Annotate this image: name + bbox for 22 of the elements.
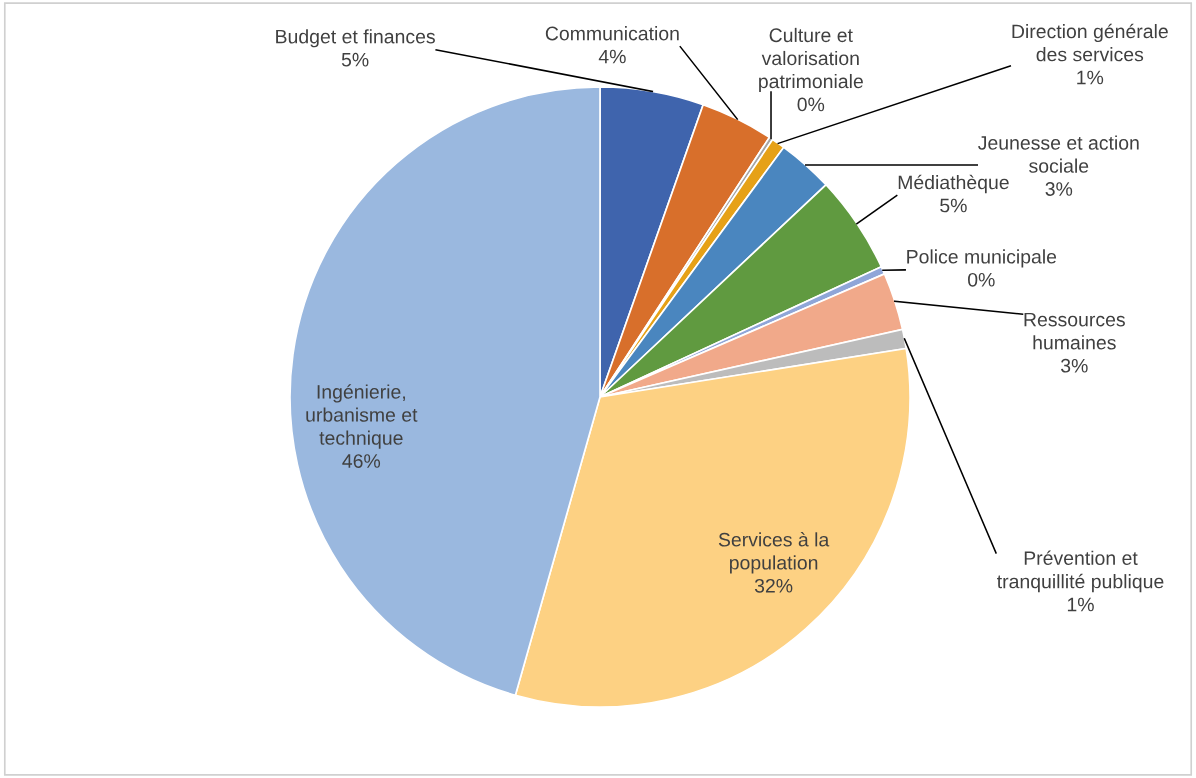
data-label: 32%	[754, 578, 793, 593]
slice-label: Culture et valorisation patrimoniale	[759, 27, 863, 93]
slice-label: Services à la population	[718, 532, 830, 574]
data-label: 46%	[342, 454, 381, 468]
data-label: 0%	[968, 272, 995, 287]
slice-label: Communication	[545, 26, 679, 41]
data-label: 1%	[1077, 70, 1104, 85]
data-label: 3%	[1045, 182, 1073, 196]
data-label: 1%	[1067, 597, 1094, 612]
slice-label: Direction générale des services	[1012, 23, 1168, 62]
slice-label: Prévention et tranquillité publique	[997, 550, 1164, 593]
slice-label: Police municipale	[907, 249, 1057, 268]
slice-label: Médiathèque	[898, 174, 1009, 194]
data-label: 3%	[1060, 358, 1088, 373]
slice-label: Jeunesse et action sociale	[978, 135, 1139, 173]
data-label: 5%	[940, 198, 967, 213]
slice-label: Budget et finances	[276, 29, 435, 48]
slice-label: Ressources humaines	[1024, 312, 1125, 350]
data-label: 4%	[598, 49, 626, 64]
data-label: 0%	[797, 97, 825, 112]
slice-label: Ingénierie, urbanisme et technique	[306, 384, 418, 449]
data-label: 5%	[341, 52, 369, 67]
